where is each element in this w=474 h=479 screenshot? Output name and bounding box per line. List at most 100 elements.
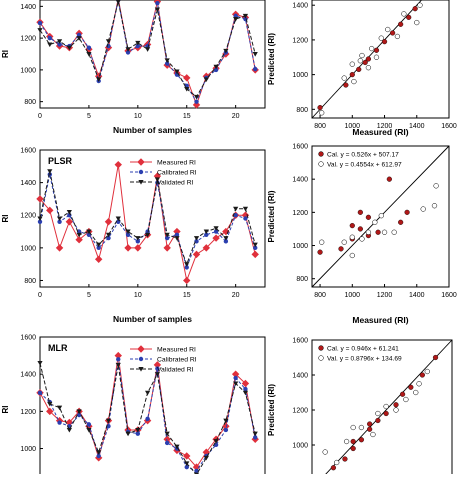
val-point	[375, 410, 381, 417]
y-tick-label: 1200	[292, 37, 308, 44]
cal-point	[398, 219, 404, 225]
y-tick-label: 800	[296, 276, 308, 283]
cal-point	[399, 391, 406, 397]
measured-point	[192, 250, 201, 259]
calibrated-point	[116, 357, 121, 362]
y-tick-label: 1600	[292, 338, 308, 345]
measured-point	[241, 379, 250, 388]
val-point	[413, 389, 419, 396]
calibrated-point	[57, 420, 62, 425]
cal-point	[350, 438, 356, 445]
calibrated-point	[96, 245, 101, 251]
x-axis-label: Measured (RI)	[352, 127, 408, 137]
val-point	[343, 438, 350, 445]
y-tick-label: 1600	[292, 144, 308, 151]
legend-val-marker	[318, 161, 324, 167]
y-tick-label: 800	[24, 99, 36, 106]
validated-point	[115, 216, 121, 222]
measured-series-line	[39, 164, 256, 283]
y-tick-label: 1400	[292, 177, 308, 184]
validated-point	[252, 431, 258, 437]
validated-point	[76, 409, 82, 414]
y-tick-label: 1000	[20, 67, 36, 74]
val-point	[341, 75, 347, 81]
cal-point	[349, 223, 355, 229]
y-tick-label: 1200	[20, 36, 36, 43]
calibrated-point	[135, 43, 141, 49]
legend-label-cal: Cal. y = 0.526x + 507.17	[327, 152, 399, 159]
measured-point	[183, 452, 191, 460]
cal-point	[393, 402, 399, 408]
validated-point	[184, 86, 190, 92]
y-axis-label: Predicted (RI)	[267, 384, 276, 436]
cal-point	[406, 14, 412, 20]
y-axis-label: RI	[1, 50, 10, 58]
cal-point	[365, 214, 372, 220]
cal-point	[419, 372, 425, 378]
val-point	[417, 2, 423, 8]
validated-point	[203, 229, 209, 235]
validated-point	[125, 431, 131, 437]
cal-point	[398, 21, 404, 27]
cal-point	[383, 410, 389, 417]
validated-point	[154, 177, 160, 182]
x-tick-label: 1000	[345, 292, 361, 299]
chart-top-right: 800 1000 1200 1400 800 1000 1200 1400 1600 Measur…	[267, 0, 457, 137]
validated-point	[96, 77, 102, 83]
validated-point	[47, 401, 53, 407]
validated-point	[138, 180, 144, 185]
val-point	[358, 424, 365, 431]
measured-point	[65, 218, 74, 226]
calibrated-point	[37, 390, 43, 395]
calibrated-point	[194, 468, 199, 474]
x-tick-label: 5	[87, 292, 91, 299]
validated-point	[145, 47, 151, 52]
calibrated-point	[184, 83, 189, 88]
validated-point	[56, 405, 63, 411]
x-tick-label: 10	[134, 292, 142, 299]
val-point	[373, 54, 380, 60]
cal-point	[338, 246, 344, 252]
x-tick-label: 15	[183, 113, 191, 120]
validated-point	[135, 236, 141, 241]
calibrated-point	[135, 239, 141, 244]
validated-point	[96, 242, 102, 248]
val-point	[357, 58, 364, 64]
chart-top-left: 800 1000 1200 1400 0 5 10 15 20 Number of samples…	[1, 0, 266, 135]
calibrated-point	[164, 235, 170, 241]
cal-point	[317, 104, 323, 111]
measured-point	[202, 244, 211, 252]
x-axis-label: Number of samples	[113, 125, 192, 135]
y-tick-label: 1400	[292, 3, 308, 10]
calibrated-point	[213, 67, 219, 73]
validated-point	[233, 206, 239, 212]
calibrated-point	[96, 453, 101, 459]
calibrated-point	[164, 440, 170, 446]
validated-point	[145, 390, 151, 396]
val-point	[359, 236, 365, 242]
val-point	[383, 403, 389, 410]
validated-point	[125, 47, 131, 52]
x-tick-label: 0	[38, 113, 42, 120]
cal-point	[373, 47, 380, 53]
calibrated-point	[86, 422, 92, 427]
val-point	[372, 219, 378, 225]
validated-point	[47, 169, 53, 174]
legend-label-measured: Measured RI	[157, 347, 196, 354]
legend-cal-marker	[318, 151, 324, 157]
validated-point	[47, 42, 53, 48]
chart-mid-right: 800 1000 1200 1400 1600 800 1000 1200 1400 1600 Me…	[267, 144, 457, 326]
val-point	[365, 229, 372, 235]
x-tick-label: 15	[183, 292, 191, 299]
val-point	[414, 19, 420, 26]
x-tick-label: 800	[314, 123, 326, 130]
validated-point	[76, 232, 82, 238]
plot-frame	[39, 336, 266, 479]
legend-label-validated: Validated RI	[157, 367, 194, 374]
val-point	[349, 61, 355, 67]
val-point	[433, 183, 439, 189]
validated-point	[184, 262, 190, 267]
calibrated-point	[106, 235, 111, 241]
cal-point	[381, 39, 388, 45]
calibrated-point	[47, 35, 52, 41]
